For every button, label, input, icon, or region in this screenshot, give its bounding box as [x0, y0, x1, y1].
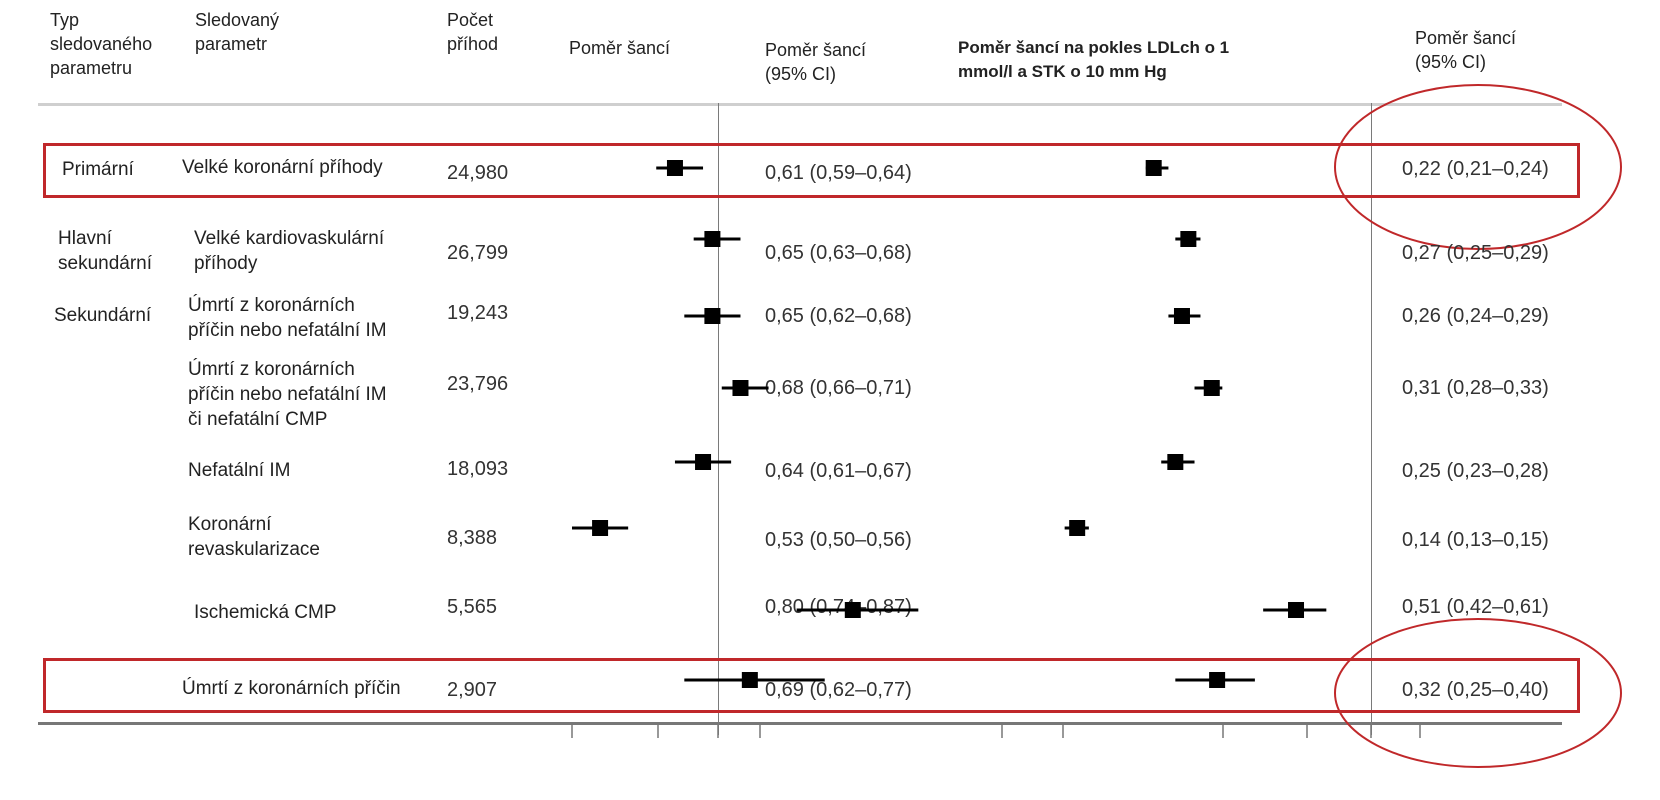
point-marker-panel2-row5	[1167, 454, 1184, 470]
header-type: Typ sledovaného parametru	[50, 10, 153, 78]
row5-or-ci: 0,64 (0,61–0,67)	[765, 460, 912, 482]
row3-type: Sekundární	[54, 305, 152, 326]
row3-adjusted-ci: 0,26 (0,24–0,29)	[1402, 305, 1549, 327]
row5-count: 18,093	[447, 458, 509, 480]
row8-parameter: Úmrtí z koronárních příčin	[182, 678, 401, 699]
row2-parameter: Velké kardiovaskulární příhody	[194, 228, 385, 274]
row4-count: 23,796	[447, 373, 509, 395]
point-marker-panel1-row6	[592, 520, 609, 536]
row5-parameter: Nefatální IM	[188, 460, 291, 481]
point-marker-panel2-row6	[1069, 520, 1086, 536]
header-parameter: Sledovaný parametr	[195, 10, 280, 54]
row5-adjusted-ci: 0,25 (0,23–0,28)	[1402, 460, 1549, 482]
bottom-rule	[38, 722, 1562, 725]
point-marker-panel1-row7	[844, 602, 861, 618]
point-marker-panel2-row7	[1288, 602, 1305, 618]
highlight-box-coronary-death	[43, 658, 1580, 713]
point-marker-panel2-row8	[1209, 672, 1226, 688]
header-count: Počet příhod	[447, 10, 499, 54]
row8-adjusted-ci: 0,32 (0,25–0,40)	[1402, 679, 1549, 701]
point-marker-panel2-row2	[1180, 231, 1197, 247]
point-marker-panel1-row3	[704, 308, 721, 324]
highlight-circle-bottom	[1334, 618, 1622, 768]
header-or-ci: Poměr šancí (95% CI)	[765, 40, 867, 84]
row1-count: 24,980	[447, 162, 509, 184]
point-marker-panel1-row4	[732, 380, 749, 396]
divider-line-2	[1371, 103, 1372, 735]
row1-parameter: Velké koronární příhody	[182, 157, 383, 178]
row8-count: 2,907	[447, 679, 498, 701]
row8-or-ci: 0,69 (0,62–0,77)	[765, 679, 912, 701]
header-adjusted-ci: Poměr šancí (95% CI)	[1415, 28, 1517, 72]
row4-adjusted-ci: 0,31 (0,28–0,33)	[1402, 377, 1549, 399]
point-marker-panel1-row1	[666, 160, 683, 176]
header-adjusted-plot: Poměr šancí na pokles LDLch o 1 mmol/l a…	[958, 38, 1230, 81]
point-marker-panel2-row4	[1203, 380, 1220, 396]
row2-or-ci: 0,65 (0,63–0,68)	[765, 242, 912, 264]
header-rule	[38, 103, 1562, 106]
row2-adjusted-ci: 0,27 (0,25–0,29)	[1402, 242, 1549, 264]
row6-count: 8,388	[447, 527, 498, 549]
point-marker-panel2-row1	[1145, 160, 1162, 176]
row6-adjusted-ci: 0,14 (0,13–0,15)	[1402, 529, 1549, 551]
row2-type: Hlavní sekundární	[58, 228, 153, 274]
row3-or-ci: 0,65 (0,62–0,68)	[765, 305, 912, 327]
header-or-plot: Poměr šancí	[569, 38, 671, 58]
row1-type: Primární	[62, 159, 134, 180]
highlight-circle-top	[1334, 84, 1622, 250]
row4-parameter: Úmrtí z koronárních příčin nebo nefatáln…	[188, 359, 387, 430]
row6-parameter: Koronární revaskularizace	[188, 514, 320, 560]
point-marker-panel1-row2	[704, 231, 721, 247]
highlight-box-primary	[43, 143, 1580, 198]
row6-or-ci: 0,53 (0,50–0,56)	[765, 529, 912, 551]
point-marker-panel1-row5	[695, 454, 712, 470]
row1-or-ci: 0,61 (0,59–0,64)	[765, 162, 912, 184]
row2-count: 26,799	[447, 242, 509, 264]
row3-count: 19,243	[447, 302, 509, 324]
point-marker-panel2-row3	[1173, 308, 1190, 324]
point-marker-panel1-row8	[741, 672, 758, 688]
row7-adjusted-ci: 0,51 (0,42–0,61)	[1402, 596, 1549, 618]
row1-adjusted-ci: 0,22 (0,21–0,24)	[1402, 158, 1549, 180]
row4-or-ci: 0,68 (0,66–0,71)	[765, 377, 912, 399]
row7-count: 5,565	[447, 596, 498, 618]
row7-or-ci: 0,80 (0,74–0,87)	[765, 596, 912, 618]
divider-line-1	[718, 103, 719, 735]
row7-parameter: Ischemická CMP	[194, 602, 337, 623]
row3-parameter: Úmrtí z koronárních příčin nebo nefatáln…	[188, 295, 387, 341]
